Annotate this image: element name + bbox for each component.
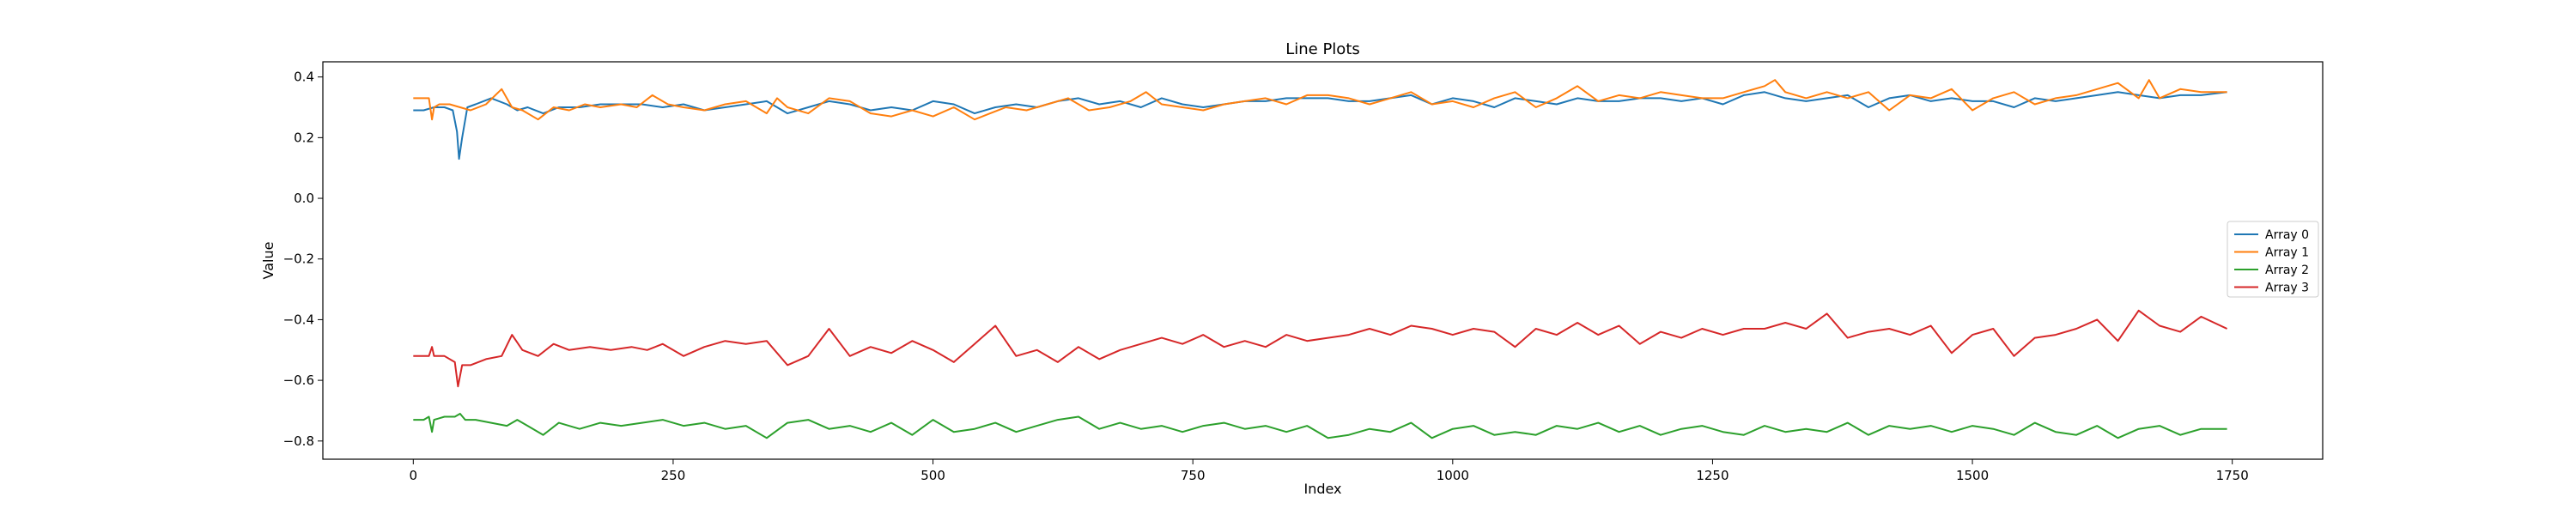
x-tick-label: 500 xyxy=(920,468,945,483)
y-axis: −0.8 −0.6 −0.4 −0.2 0.0 0.2 0.4 xyxy=(283,70,323,449)
x-tick-label: 1250 xyxy=(1696,468,1728,483)
series-line-3 xyxy=(413,309,2228,388)
legend-label: Array 3 xyxy=(2265,282,2309,295)
legend-label: Array 0 xyxy=(2265,228,2309,242)
legend-box xyxy=(2227,221,2319,298)
x-tick-label: 1500 xyxy=(1956,468,1989,483)
x-axis: 0 250 500 750 1000 1250 1500 1750 xyxy=(410,459,2249,483)
y-tick-label: −0.2 xyxy=(283,251,314,267)
series-line-0 xyxy=(413,91,2227,161)
x-axis-label: Index xyxy=(1303,481,1341,497)
series-line-2 xyxy=(413,413,2227,439)
x-tick-label: 250 xyxy=(661,468,686,483)
x-tick-label: 0 xyxy=(410,468,418,483)
legend-label: Array 2 xyxy=(2265,264,2309,277)
x-tick-label: 1750 xyxy=(2216,468,2249,483)
y-tick-label: 0.0 xyxy=(294,191,314,206)
series-line-1 xyxy=(413,79,2227,121)
x-tick-label: 1000 xyxy=(1437,468,1469,483)
y-tick-label: −0.8 xyxy=(283,433,314,449)
y-tick-label: −0.4 xyxy=(283,312,314,327)
x-tick-label: 750 xyxy=(1181,468,1206,483)
legend-label: Array 1 xyxy=(2265,246,2309,260)
y-tick-label: 0.2 xyxy=(294,130,314,145)
plot-area-frame xyxy=(322,61,2324,460)
y-axis-label: Value xyxy=(260,242,276,280)
y-tick-label: 0.4 xyxy=(294,70,314,85)
y-tick-label: −0.6 xyxy=(283,373,314,388)
legend: Array 0 Array 1 Array 2 Array 3 xyxy=(2227,221,2319,298)
chart-title: Line Plots xyxy=(1285,40,1360,58)
